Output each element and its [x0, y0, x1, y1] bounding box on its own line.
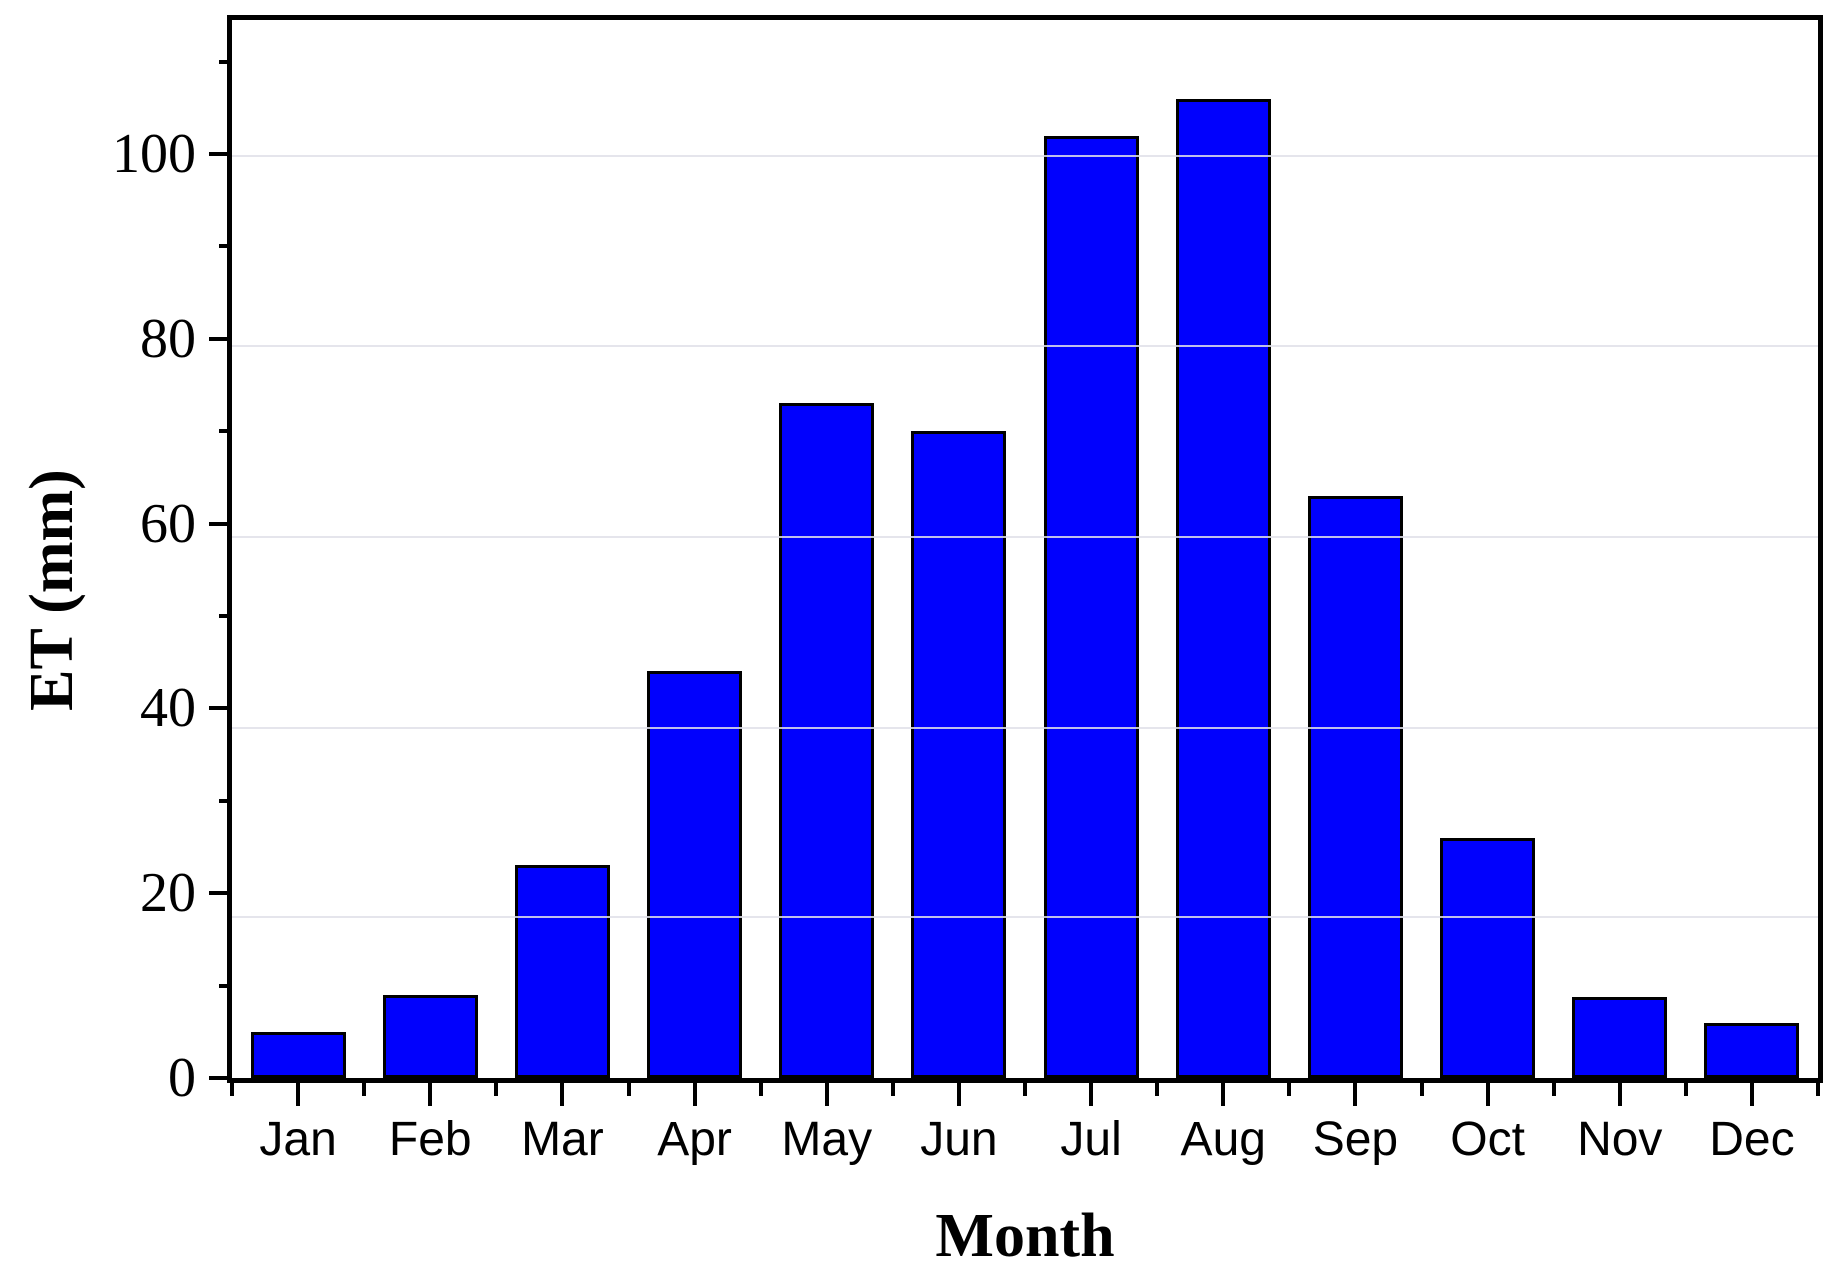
y-minor-tick-90 [219, 244, 232, 249]
x-major-tick-dec [1749, 1083, 1754, 1106]
bar-aug [1175, 98, 1271, 1078]
y-tick-label-20: 20 [140, 862, 196, 925]
bar-apr [647, 671, 743, 1078]
bar-oct [1440, 837, 1536, 1078]
y-major-tick-20 [209, 891, 232, 896]
gridline [232, 154, 1818, 157]
y-major-tick-100 [209, 151, 232, 156]
x-minor-tick-1 [362, 1083, 367, 1096]
x-minor-tick-10 [1551, 1083, 1556, 1096]
x-major-tick-may [824, 1083, 829, 1106]
x-minor-tick-12 [1816, 1083, 1820, 1096]
y-tick-label-100: 100 [112, 122, 196, 185]
y-major-tick-80 [209, 336, 232, 341]
y-minor-tick-50 [219, 613, 232, 618]
x-minor-tick-5 [890, 1083, 895, 1096]
x-major-tick-nov [1617, 1083, 1622, 1106]
y-tick-label-0: 0 [168, 1047, 196, 1109]
bar-jul [1043, 135, 1139, 1078]
x-tick-label-dec: Dec [1709, 1113, 1795, 1166]
x-tick-label-oct: Oct [1450, 1113, 1525, 1166]
x-major-tick-mar [560, 1083, 565, 1106]
y-tick-label-60: 60 [140, 492, 196, 555]
bar-jun [911, 431, 1007, 1078]
x-tick-label-may: May [781, 1113, 873, 1166]
x-major-tick-apr [692, 1083, 697, 1106]
y-tick-label-40: 40 [140, 677, 196, 740]
x-tick-label-nov: Nov [1577, 1113, 1663, 1166]
x-major-tick-sep [1353, 1083, 1358, 1106]
gridline [232, 726, 1818, 729]
bar-feb [382, 994, 478, 1078]
x-minor-tick-11 [1683, 1083, 1688, 1096]
x-major-tick-jan [296, 1083, 301, 1106]
x-major-tick-jun [956, 1083, 961, 1106]
x-tick-label-sep: Sep [1312, 1113, 1399, 1166]
x-minor-tick-7 [1155, 1083, 1160, 1096]
x-tick-label-apr: Apr [657, 1113, 732, 1166]
x-tick-label-jun: Jun [920, 1113, 998, 1166]
x-minor-tick-4 [758, 1083, 763, 1096]
x-minor-tick-8 [1287, 1083, 1292, 1096]
y-minor-tick-110 [219, 59, 232, 64]
x-tick-label-mar: Mar [521, 1113, 604, 1166]
bar-jan [250, 1031, 346, 1078]
gridline [232, 536, 1818, 539]
plot-area [227, 15, 1823, 1083]
x-minor-tick-6 [1023, 1083, 1027, 1096]
x-minor-tick-9 [1419, 1083, 1424, 1096]
x-tick-label-feb: Feb [388, 1113, 472, 1166]
y-major-tick-40 [209, 706, 232, 711]
gridline [232, 345, 1818, 348]
bar-dec [1704, 1022, 1800, 1078]
y-minor-tick-70 [219, 429, 232, 434]
x-major-tick-aug [1221, 1083, 1226, 1106]
y-minor-tick-30 [219, 798, 232, 803]
x-major-tick-feb [428, 1083, 433, 1106]
x-minor-tick-3 [626, 1083, 631, 1096]
y-major-tick-60 [209, 521, 232, 526]
y-minor-tick-10 [219, 983, 232, 988]
x-tick-label-aug: Aug [1180, 1113, 1266, 1166]
y-tick-label-80: 80 [140, 307, 196, 370]
bar-sep [1307, 495, 1403, 1078]
x-tick-label-jan: Jan [259, 1113, 337, 1166]
x-major-tick-oct [1485, 1083, 1490, 1106]
bar-nov [1572, 996, 1668, 1078]
gridline [232, 916, 1818, 919]
y-major-tick-0 [209, 1076, 232, 1080]
bar-mar [514, 865, 610, 1078]
x-major-tick-jul [1089, 1083, 1094, 1106]
x-tick-label-jul: Jul [1060, 1113, 1122, 1166]
bar-may [779, 403, 875, 1078]
x-minor-tick-0 [230, 1083, 234, 1096]
x-minor-tick-2 [494, 1083, 499, 1096]
x-axis-title: Month [935, 1202, 1115, 1270]
